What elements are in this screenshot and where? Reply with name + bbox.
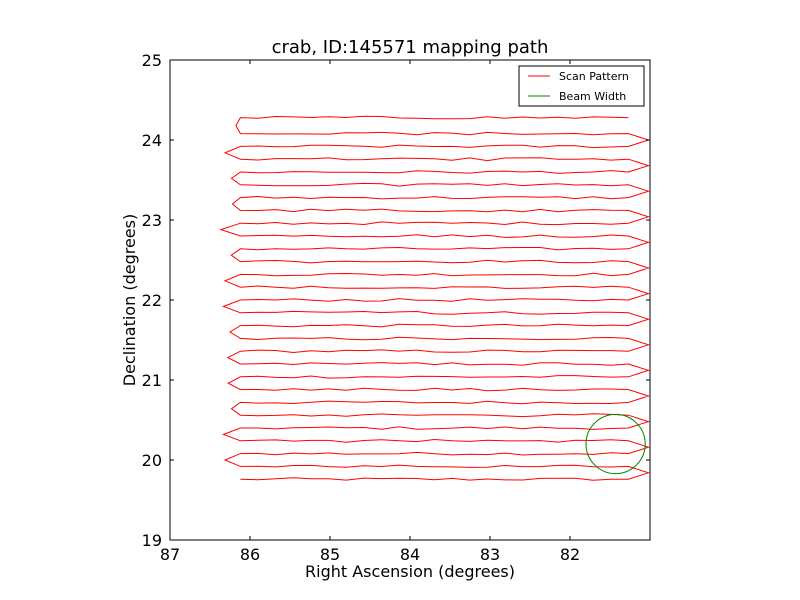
y-tick-label: 25 — [142, 51, 162, 70]
chart-title: crab, ID:145571 mapping path — [272, 37, 549, 58]
y-tick-label: 20 — [142, 451, 162, 470]
x-tick-label: 83 — [480, 545, 500, 564]
y-tick-label: 22 — [142, 291, 162, 310]
x-tick-label: 86 — [240, 545, 260, 564]
x-tick-label: 82 — [560, 545, 580, 564]
y-tick-label: 21 — [142, 371, 162, 390]
legend-frame — [518, 65, 645, 107]
x-tick-label: 85 — [320, 545, 340, 564]
x-axis-label: Right Ascension (degrees) — [305, 562, 515, 581]
axis-ticks: 87 86 85 84 83 82 19 20 21 22 23 24 25 — [142, 51, 650, 564]
legend: Scan Pattern Beam Width — [518, 65, 645, 107]
beam-width-circle — [585, 413, 646, 475]
beam-width-series — [585, 413, 646, 475]
y-tick-label: 24 — [142, 131, 162, 150]
y-axis-label: Declination (degrees) — [120, 214, 139, 386]
legend-scan-pattern-label: Scan Pattern — [559, 70, 629, 83]
legend-beam-width-label: Beam Width — [559, 90, 626, 103]
x-tick-label: 84 — [400, 545, 420, 564]
scan-pattern-series — [219, 115, 651, 481]
scan-pattern-line — [219, 115, 651, 481]
plot-area: 87 86 85 84 83 82 19 20 21 22 23 24 25 — [142, 51, 651, 564]
y-tick-label: 23 — [142, 211, 162, 230]
y-tick-label: 19 — [142, 531, 162, 550]
x-tick-label: 87 — [160, 545, 180, 564]
